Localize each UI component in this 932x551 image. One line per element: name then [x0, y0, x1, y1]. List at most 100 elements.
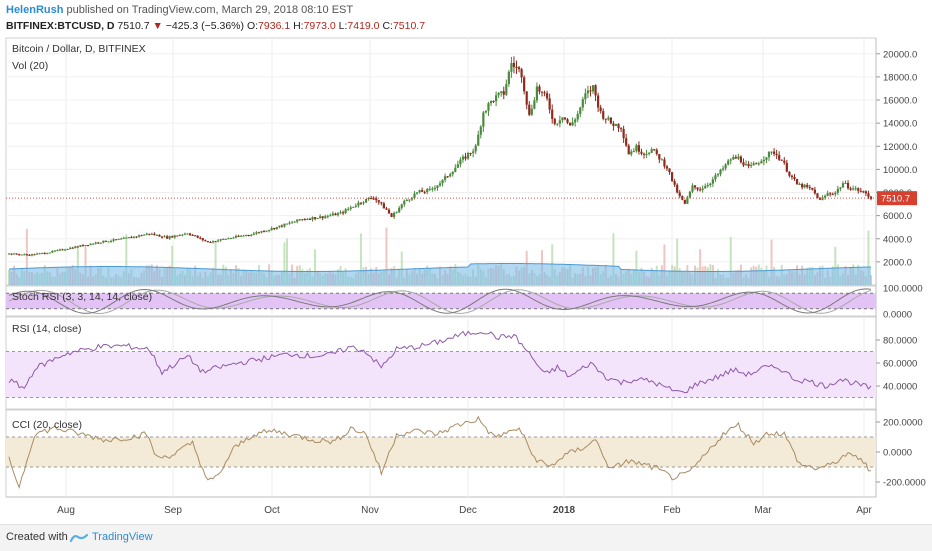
candle-body [380, 202, 383, 204]
candle-body [255, 232, 258, 234]
candle-body [673, 181, 676, 185]
volume-bar [635, 250, 638, 285]
tradingview-brand-link[interactable]: TradingView [92, 531, 153, 543]
x-tick-label: Aug [57, 505, 75, 516]
candle-body [20, 254, 23, 256]
close-label: C: [382, 20, 393, 32]
candle-body [727, 160, 730, 165]
y-tick-label: -200.0000 [883, 478, 926, 489]
candle-body [372, 198, 375, 200]
candle-body [451, 171, 454, 175]
last-price-badge [877, 191, 917, 206]
candle-body [520, 69, 523, 78]
y-tick-label: 4000.0 [883, 234, 912, 245]
candle-body [178, 234, 181, 236]
volume-bar [84, 246, 87, 285]
candle-body [627, 145, 630, 155]
candle-body [658, 154, 661, 160]
candle-body [505, 83, 508, 95]
candle-body [148, 233, 151, 235]
candle-body [584, 93, 587, 100]
candle-body [765, 157, 768, 160]
candle-body [86, 245, 90, 247]
candle-body [69, 247, 72, 250]
volume-bar [770, 239, 773, 285]
volume-bar [676, 238, 679, 285]
candle-body [798, 183, 801, 185]
candle-body [56, 249, 59, 251]
volume-bar [171, 245, 174, 285]
candle-body [423, 191, 426, 193]
volume-bar [283, 242, 286, 285]
candle-body [252, 233, 255, 235]
candle-body [115, 239, 118, 241]
low-label: L: [338, 20, 348, 32]
candle-body [846, 182, 850, 189]
candle-body [285, 223, 289, 225]
candle-body [500, 91, 503, 93]
y-tick-label: 20000.0 [883, 49, 917, 60]
candle-body [410, 197, 414, 200]
candle-body [691, 185, 694, 192]
candle-body [99, 242, 102, 244]
candle-body [635, 145, 638, 152]
candle-body [528, 104, 531, 115]
candle-body [260, 231, 263, 233]
candle-body [97, 242, 100, 244]
candle-body [574, 119, 577, 123]
candle-body [599, 107, 602, 112]
candle-body [150, 233, 153, 235]
candle-body [392, 212, 396, 217]
candle-body [268, 229, 271, 231]
candle-body [474, 145, 477, 152]
candle-body [862, 191, 865, 193]
candle-body [341, 212, 345, 214]
candle-body [630, 151, 633, 155]
candle-body [867, 193, 870, 197]
y-tick-label: 16000.0 [883, 96, 917, 107]
cci-pane-title: CCI (20, close) [12, 419, 82, 431]
stoch-pane-title: Stoch RSI (3, 3, 14, 14, close) [12, 291, 152, 303]
candle-body [622, 128, 625, 139]
candle-body [132, 236, 136, 238]
candle-body [362, 202, 365, 204]
created-with-text: Created with [6, 531, 68, 543]
candle-body [553, 118, 556, 124]
candle-body [25, 254, 28, 256]
candle-body [66, 249, 69, 251]
candle-body [581, 99, 584, 108]
candle-body [324, 216, 327, 219]
candle-body [122, 237, 125, 239]
candle-body [344, 209, 347, 213]
candle-body [48, 252, 51, 254]
candle-body [89, 243, 92, 246]
candle-body [71, 247, 74, 249]
cci-line [8, 415, 871, 489]
candle-body [767, 152, 771, 158]
candle-body [41, 252, 44, 254]
candle-body [224, 238, 227, 240]
candle-body [714, 175, 717, 180]
candle-body [696, 187, 699, 190]
price-change: −425.3 (−5.36%) [165, 20, 245, 32]
candle-body [321, 216, 324, 219]
candle-body [456, 164, 459, 168]
author-name[interactable]: HelenRush [6, 4, 64, 16]
candle-body [591, 85, 595, 92]
candle-body [678, 192, 681, 197]
candle-body [125, 237, 128, 239]
candle-body [579, 107, 582, 114]
candle-body [431, 188, 434, 190]
candle-body [296, 219, 299, 222]
last-price-label: 7510.7 [881, 194, 910, 205]
x-tick-label: Mar [754, 505, 772, 516]
candle-body [466, 152, 470, 159]
candle-body [247, 234, 250, 236]
candle-body [548, 98, 551, 110]
candle-body [426, 188, 429, 192]
volume-bar [663, 244, 666, 285]
candle-body [104, 240, 108, 242]
candle-body [607, 117, 610, 120]
candle-body [35, 253, 39, 255]
candle-body [158, 234, 161, 237]
